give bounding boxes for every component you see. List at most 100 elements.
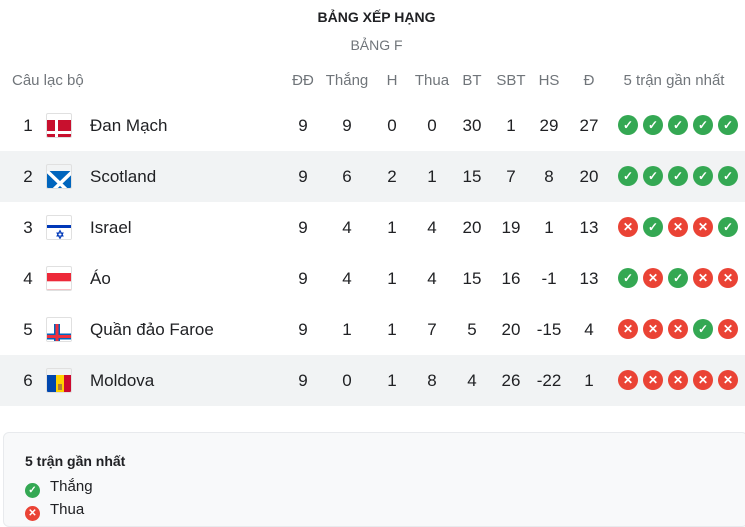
stat-won: 4	[342, 269, 352, 288]
stat-gf: 15	[462, 269, 482, 288]
loss-cross-icon: ✕	[618, 370, 638, 390]
rank: 3	[23, 218, 33, 237]
loss-cross-icon: ✕	[643, 268, 663, 288]
table-row[interactable]: 1 Đan Mạch 9 9 0 0 30 1 29 27 ✓ ✓ ✓ ✓ ✓	[0, 100, 745, 151]
table-row[interactable]: 3 Israel 9 4 1 4 20 19 1 13 ✕ ✓ ✕ ✕ ✓	[0, 202, 745, 253]
check-icon: ✓	[25, 483, 40, 498]
team-name[interactable]: Quần đảo Faroe	[90, 320, 214, 339]
stat-pts: 20	[579, 167, 599, 186]
stat-pts: 13	[579, 218, 599, 237]
loss-cross-icon: ✕	[693, 370, 713, 390]
stat-ga: 20	[501, 320, 521, 339]
table-row[interactable]: 4 Áo 9 4 1 4 15 16 -1 13 ✓ ✕ ✓ ✕ ✕	[0, 253, 745, 304]
stat-lost: 8	[427, 371, 437, 390]
stat-ga: 19	[501, 218, 521, 237]
win-check-icon: ✓	[718, 166, 738, 186]
col-ga: SBT	[496, 72, 526, 89]
stat-drawn: 1	[387, 320, 397, 339]
cross-icon: ✕	[25, 506, 40, 521]
col-form: 5 trận gần nhất	[623, 72, 725, 89]
team-name[interactable]: Đan Mạch	[90, 116, 168, 135]
flag-faroe-icon	[46, 317, 72, 342]
stat-won: 9	[342, 116, 352, 135]
rank: 5	[23, 320, 33, 339]
stat-won: 4	[342, 218, 352, 237]
loss-cross-icon: ✕	[718, 268, 738, 288]
team-name[interactable]: Moldova	[90, 371, 155, 390]
stat-gd: 8	[544, 167, 554, 186]
legend-loss-label: Thua	[50, 501, 85, 518]
flag-denmark-icon	[46, 113, 72, 138]
loss-cross-icon: ✕	[618, 217, 638, 237]
legend-win: ✓ Thắng	[25, 478, 93, 498]
stat-gd: 29	[539, 116, 559, 135]
win-check-icon: ✓	[618, 115, 638, 135]
loss-cross-icon: ✕	[718, 319, 738, 339]
stat-drawn: 1	[387, 269, 397, 288]
stat-ga: 26	[501, 371, 521, 390]
col-club: Câu lạc bộ	[12, 72, 84, 89]
loss-cross-icon: ✕	[618, 319, 638, 339]
stat-played: 9	[298, 218, 308, 237]
stat-drawn: 0	[387, 116, 397, 135]
win-check-icon: ✓	[693, 319, 713, 339]
page-title: BẢNG XẾP HẠNG	[317, 9, 436, 25]
stat-gd: -22	[536, 371, 562, 390]
rank: 2	[23, 167, 33, 186]
form-legend: 5 trận gần nhất ✓ Thắng ✕ Thua	[3, 432, 745, 527]
legend-win-label: Thắng	[50, 478, 93, 495]
stat-drawn: 1	[387, 218, 397, 237]
legend-title: 5 trận gần nhất	[25, 453, 126, 469]
table-row[interactable]: 5 Quần đảo Faroe 9 1 1 7 5 20 -15 4 ✕ ✕ ✕ ✓ ✕	[0, 304, 745, 355]
loss-cross-icon: ✕	[718, 370, 738, 390]
stat-lost: 0	[427, 116, 437, 135]
loss-cross-icon: ✕	[643, 370, 663, 390]
table-row[interactable]: 2 Scotland 9 6 2 1 15 7 8 20 ✓ ✓ ✓ ✓ ✓	[0, 151, 745, 202]
legend-loss: ✕ Thua	[25, 501, 84, 521]
team-name[interactable]: Israel	[90, 218, 132, 237]
stat-gf: 4	[467, 371, 477, 390]
win-check-icon: ✓	[668, 166, 688, 186]
win-check-icon: ✓	[718, 115, 738, 135]
group-subtitle: BẢNG F	[350, 37, 403, 53]
win-check-icon: ✓	[693, 166, 713, 186]
stat-pts: 4	[584, 320, 594, 339]
loss-cross-icon: ✕	[668, 217, 688, 237]
table-header: Câu lạc bộ ĐĐ Thắng H Thua BT SBT HS Đ 5…	[0, 72, 745, 92]
stat-gf: 15	[462, 167, 482, 186]
stat-drawn: 2	[387, 167, 397, 186]
stat-played: 9	[298, 320, 308, 339]
team-name[interactable]: Scotland	[90, 167, 157, 186]
flag-austria-icon	[46, 266, 72, 291]
stat-ga: 16	[501, 269, 521, 288]
rank: 4	[23, 269, 33, 288]
win-check-icon: ✓	[643, 115, 663, 135]
col-lost: Thua	[414, 72, 450, 89]
win-check-icon: ✓	[693, 115, 713, 135]
stat-lost: 1	[427, 167, 437, 186]
loss-cross-icon: ✕	[693, 268, 713, 288]
stat-pts: 13	[579, 269, 599, 288]
stat-lost: 4	[427, 218, 437, 237]
stat-won: 1	[342, 320, 352, 339]
team-name[interactable]: Áo	[90, 269, 111, 288]
stat-played: 9	[298, 116, 308, 135]
stat-gf: 30	[462, 116, 482, 135]
stat-pts: 27	[579, 116, 599, 135]
win-check-icon: ✓	[618, 166, 638, 186]
stat-ga: 1	[506, 116, 516, 135]
stat-pts: 1	[584, 371, 594, 390]
stat-ga: 7	[506, 167, 516, 186]
stat-gd: -1	[541, 269, 557, 288]
col-gf: BT	[462, 72, 482, 89]
win-check-icon: ✓	[618, 268, 638, 288]
flag-moldova-icon	[46, 368, 72, 393]
col-played: ĐĐ	[292, 72, 314, 89]
flag-israel-icon	[46, 215, 72, 240]
loss-cross-icon: ✕	[668, 370, 688, 390]
stat-gd: -15	[536, 320, 562, 339]
stat-gf: 5	[467, 320, 477, 339]
win-check-icon: ✓	[718, 217, 738, 237]
col-won: Thắng	[325, 72, 369, 89]
table-row[interactable]: 6 Moldova 9 0 1 8 4 26 -22 1 ✕ ✕ ✕ ✕ ✕	[0, 355, 745, 406]
